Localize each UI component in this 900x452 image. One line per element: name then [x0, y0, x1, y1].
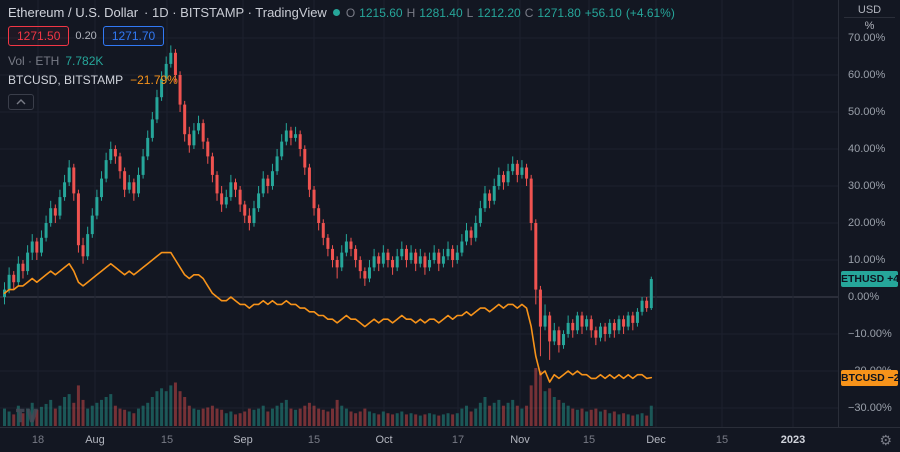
ohlc-values: O 1215.60 H 1281.40 L 1212.20 C 1271.80 +56.…: [346, 6, 675, 20]
time-axis-label: 18: [31, 434, 45, 446]
time-axis-label: Aug: [85, 434, 105, 446]
price-axis-label: −30.00%: [848, 402, 892, 414]
price-axis[interactable]: USD % 70.00% 60.00% 50.00% 40.00% 30.00% 20.0…: [838, 0, 900, 427]
sell-button[interactable]: 1271.50: [8, 26, 70, 46]
bid-ask-row: 1271.50 0.20 1271.70: [8, 26, 675, 46]
symbol-header-row: Ethereum / U.S. Dollar · 1D · BITSTAMP ·…: [8, 5, 675, 20]
price-axis-label: 0.00%: [848, 291, 880, 303]
gear-icon[interactable]: ⚙: [879, 432, 892, 448]
time-axis-label: 15: [582, 434, 596, 446]
price-axis-label: 70.00%: [848, 32, 886, 44]
volume-row: Vol · ETH 7.782K: [8, 54, 675, 68]
symbol-title[interactable]: Ethereum / U.S. Dollar: [8, 5, 139, 20]
spread-value: 0.20: [75, 30, 97, 42]
price-axis-label: 60.00%: [848, 69, 886, 81]
change-percent: (+4.61%): [625, 5, 675, 20]
time-axis-label: 15: [160, 434, 174, 446]
legend-collapse-button[interactable]: [8, 94, 34, 110]
time-axis-label: 2023: [780, 434, 806, 446]
volume-value: 7.782K: [65, 54, 104, 68]
low-value: 1212.20: [477, 5, 521, 20]
price-axis-label: 10.00%: [848, 254, 886, 266]
change-value: +56.10: [584, 5, 622, 20]
time-axis-label: 17: [451, 434, 465, 446]
axis-divider: [844, 17, 895, 18]
percent-unit-toggle[interactable]: %: [864, 20, 875, 32]
chart-legend: Ethereum / U.S. Dollar · 1D · BITSTAMP ·…: [8, 5, 675, 110]
high-value: 1281.40: [419, 5, 463, 20]
close-label: C: [524, 5, 534, 20]
symbol-meta: · 1D · BITSTAMP · TradingView: [144, 5, 327, 20]
price-axis-label: 40.00%: [848, 143, 886, 155]
chevron-up-icon: [16, 99, 26, 105]
buy-button[interactable]: 1271.70: [102, 26, 165, 46]
market-status-icon: [332, 9, 340, 16]
price-axis-label: 20.00%: [848, 217, 886, 229]
price-axis-label: 50.00%: [848, 106, 886, 118]
tradingview-logo-icon: [16, 408, 38, 423]
time-axis-label: Sep: [233, 434, 253, 446]
close-value: 1271.80: [537, 5, 581, 20]
time-axis-label: Oct: [375, 434, 393, 446]
time-axis-label: 15: [715, 434, 729, 446]
time-axis-label: Dec: [646, 434, 666, 446]
btcusd-price-badge: BTCUSD −21.79%: [841, 369, 900, 386]
volume-label: Vol · ETH: [8, 54, 60, 68]
open-label: O: [345, 5, 356, 20]
time-axis[interactable]: ⚙ 18 Aug 15 Sep 15 Oct 17 Nov 15 Dec 15 2023: [0, 427, 900, 452]
price-axis-label: 30.00%: [848, 180, 886, 192]
ethusd-price-badge: ETHUSD +4.85%: [841, 271, 900, 288]
low-label: L: [466, 5, 474, 20]
compare-change-value: −21.79%: [130, 73, 178, 87]
price-axis-label: −10.00%: [848, 328, 892, 340]
time-axis-label: 15: [307, 434, 321, 446]
open-value: 1215.60: [359, 5, 403, 20]
high-label: H: [406, 5, 416, 20]
compare-row: BTCUSD, BITSTAMP −21.79%: [8, 73, 675, 87]
compare-symbol-label[interactable]: BTCUSD, BITSTAMP: [8, 73, 124, 87]
tradingview-logo[interactable]: [16, 408, 38, 428]
currency-toggle[interactable]: USD: [857, 4, 882, 16]
price-chart-canvas[interactable]: [0, 0, 838, 427]
time-axis-label: Nov: [510, 434, 530, 446]
